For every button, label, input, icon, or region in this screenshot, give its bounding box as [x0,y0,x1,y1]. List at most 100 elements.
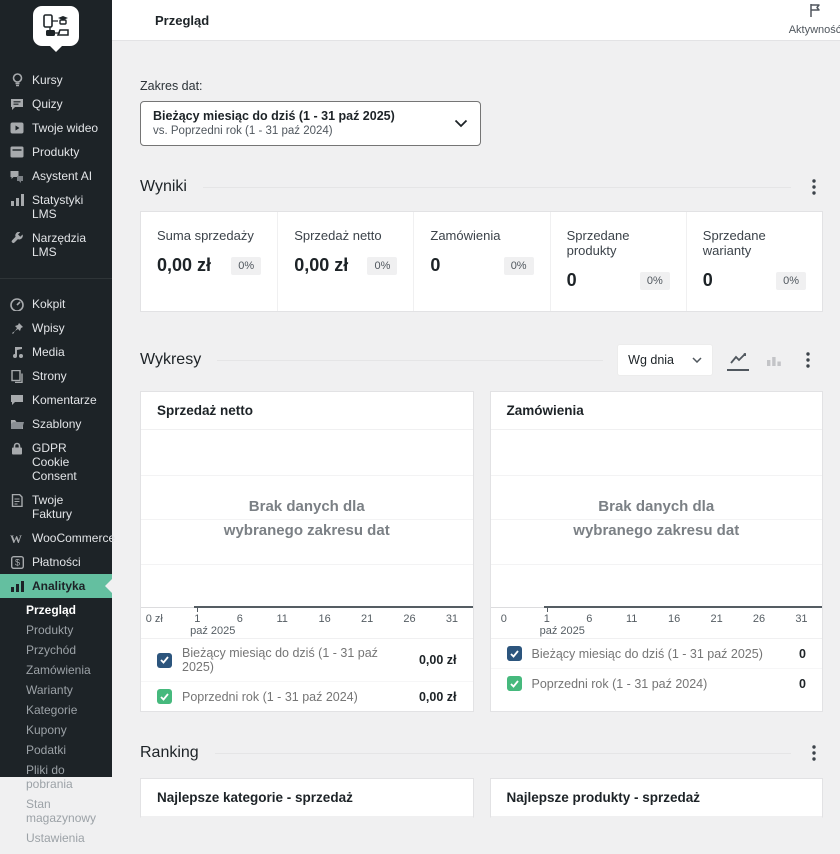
sidebar-item-wpisy[interactable]: Wpisy [0,316,112,340]
sidebar-item-label: Płatności [32,555,81,569]
submenu-item-pliki-do-pobrania[interactable]: Pliki do pobrania [26,763,73,791]
site-logo-wrap [0,0,112,46]
submenu-item-produkty[interactable]: Produkty [26,623,74,637]
checkbox-checked-icon[interactable] [506,676,522,691]
chart-plot-area[interactable]: Brak danych dla wybranego zakresu dat [141,430,473,608]
stat-label: Suma sprzedaży [157,228,254,243]
y-zero-label: 0 zł [145,613,163,625]
submenu-item-przychod[interactable]: Przychód [26,643,77,657]
submenu-item-zamowienia[interactable]: Zamówienia [26,663,91,677]
x-tick-label: 11 [276,613,288,625]
sidebar-item-platnosci[interactable]: $ Płatności [0,550,112,574]
sidebar-item-quizy[interactable]: Quizy [0,92,112,116]
sidebar-item-narzedzia-lms[interactable]: Narzędzia LMS [0,226,112,264]
x-tick-mark [546,608,548,612]
sidebar-item-label: Wpisy [32,321,65,335]
chart-plot-area[interactable]: Brak danych dla wybranego zakresu dat [490,430,822,608]
sidebar-item-asystent-ai[interactable]: Asystent AI [0,164,112,188]
stat-label: Sprzedane warianty [702,228,766,258]
stat-sprzedane-produkty[interactable]: Sprzedane produkty 0 0% [549,212,686,311]
stat-delta-badge: 0% [367,256,398,275]
legend-value: 0 [799,676,806,691]
legend-row-previous[interactable]: Poprzedni rok (1 - 31 paź 2024) 0,00 zł [141,681,473,711]
site-logo[interactable] [33,6,79,46]
checkbox-checked-icon[interactable] [157,689,172,704]
sidebar-item-label: Twoje wideo [32,121,99,135]
sidebar-item-label: Narzędzia LMS [32,231,87,259]
stat-label: Zamówienia [430,228,501,243]
sidebar-item-label: Szablony [32,417,82,431]
sidebar-item-komentarze[interactable]: Komentarze [0,388,112,412]
stat-suma-sprzedazy[interactable]: Suma sprzedaży 0,00 zł 0% [141,212,277,311]
checkbox-checked-icon[interactable] [157,652,172,668]
submenu-item-przeglad[interactable]: Przegląd [26,603,77,617]
submenu-item-kupony[interactable]: Kupony [26,723,67,737]
date-range-secondary: vs. Poprzedni rok (1 - 31 paź 2024) [153,125,333,137]
legend-label: Poprzedni rok (1 - 31 paź 2024) [182,689,358,704]
chart-card-title: Zamówienia [490,392,822,430]
x-tick-mark [197,608,199,612]
sidebar-item-media[interactable]: Media [0,340,112,364]
line-chart-toggle-icon[interactable] [727,349,749,371]
sidebar-item-woocommerce[interactable]: W WooCommerce [0,526,116,550]
legend-row-current[interactable]: Bieżący miesiąc do dziś (1 - 31 paź 2025… [491,639,823,668]
x-tick-label: 6 [236,613,243,625]
rank-card-title: Najlepsze kategorie - sprzedaż [141,779,473,817]
activity-panel-button[interactable]: Aktywność [778,3,840,36]
stat-zamowienia[interactable]: Zamówienia 0 0% [413,212,549,311]
sidebar-item-twoje-faktury[interactable]: Twoje Faktury [0,488,112,526]
ellipsis-menu-icon[interactable] [799,351,817,369]
bar-chart-toggle-icon[interactable] [763,350,785,370]
empty-chart-message: Brak danych dla wybranego zakresu dat [223,498,390,539]
sidebar-item-szablony[interactable]: Szablony [0,412,112,436]
sidebar-item-analityka[interactable]: Analityka [0,574,112,598]
legend-value: 0,00 zł [418,653,457,667]
rank-card-title: Najlepsze produkty - sprzedaż [490,779,822,817]
sidebar-item-label: Strony [32,369,67,383]
ellipsis-menu-icon[interactable] [805,178,823,196]
net-sales-chart-card: Sprzedaż netto Brak danych dla wybranego… [140,391,474,712]
lightbulb-icon [10,73,24,87]
media-icon [10,345,24,359]
submenu-item-warianty[interactable]: Warianty [26,683,73,697]
legend-row-previous[interactable]: Poprzedni rok (1 - 31 paź 2024) 0 [490,668,822,698]
interval-select[interactable]: Wg dnia [617,344,713,376]
charts-controls: Wg dnia [617,344,817,376]
legend-value: 0 [799,646,806,661]
sidebar-item-produkty[interactable]: Produkty [0,140,112,164]
submenu-item-kategorie[interactable]: Kategorie [26,703,78,717]
sidebar-item-strony[interactable]: Strony [0,364,112,388]
gridline [141,519,473,520]
legend-row-current[interactable]: Bieżący miesiąc do dziś (1 - 31 paź 2025… [141,639,473,681]
submenu-item-stan-magazynowy[interactable]: Stan magazynowy [26,797,97,825]
box-icon [10,145,24,159]
x-tick-label: 31 [795,613,808,625]
gridline [490,519,822,520]
activity-label: Aktywność [788,24,840,36]
submenu-item-podatki[interactable]: Podatki [26,743,67,757]
date-range-picker[interactable]: Bieżący miesiąc do dziś (1 - 31 paź 2025… [140,101,481,146]
pin-icon [10,321,24,335]
gridline [141,474,473,476]
sidebar-item-statystyki-lms[interactable]: Statystyki LMS [0,188,112,226]
invoice-icon [10,493,24,507]
x-axis-line-dark [194,606,473,608]
stat-sprzedaz-netto[interactable]: Sprzedaż netto 0,00 zł 0% [277,212,413,311]
chart-legend: Bieżący miesiąc do dziś (1 - 31 paź 2025… [490,638,823,698]
summary-stats-panel: Suma sprzedaży 0,00 zł 0% Sprzedaż netto… [140,211,823,312]
sidebar-item-label: WooCommerce [32,531,116,545]
x-tick-label: 26 [403,613,416,625]
checkbox-checked-icon[interactable] [506,646,522,661]
svg-text:$: $ [15,557,20,567]
stat-sprzedane-warianty[interactable]: Sprzedane warianty 0 0% [685,212,822,311]
date-range-primary: Bieżący miesiąc do dziś (1 - 31 paź 2025… [153,109,395,123]
sidebar-item-kursy[interactable]: Kursy [0,68,112,92]
submenu-item-ustawienia[interactable]: Ustawienia [26,831,85,845]
sidebar-item-gdpr-cookie-consent[interactable]: GDPR Cookie Consent [0,436,112,488]
sidebar-item-twoje-wideo[interactable]: Twoje wideo [0,116,112,140]
sidebar-item-label: Analityka [32,579,86,593]
ellipsis-menu-icon[interactable] [805,744,823,762]
chart-legend: Bieżący miesiąc do dziś (1 - 31 paź 2025… [141,638,473,711]
gridline [490,563,822,565]
sidebar-item-kokpit[interactable]: Kokpit [0,292,112,316]
